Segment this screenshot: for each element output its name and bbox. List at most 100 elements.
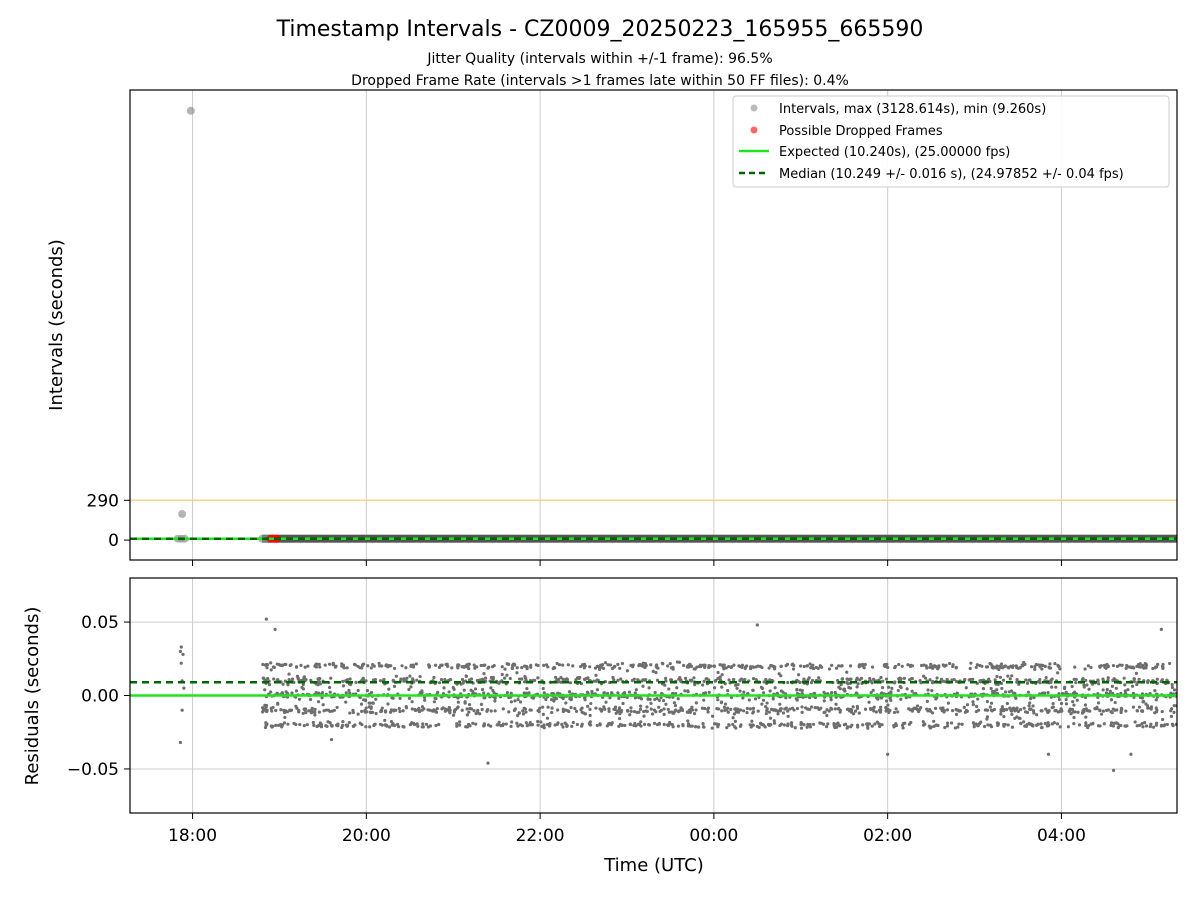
residual-point <box>522 680 527 684</box>
residual-point <box>298 722 302 727</box>
residual-point <box>313 707 317 711</box>
residual-point <box>957 722 961 726</box>
residual-point <box>821 722 826 726</box>
interval-point <box>178 510 187 519</box>
residual-point <box>838 710 842 714</box>
residual-point <box>530 723 534 727</box>
residual-point <box>631 665 635 669</box>
residual-point <box>265 709 269 714</box>
residual-point <box>784 696 788 700</box>
residual-point <box>467 667 471 671</box>
residual-point <box>868 676 872 681</box>
residual-point <box>516 713 520 718</box>
residual-point <box>830 663 834 668</box>
residual-point <box>971 702 975 707</box>
residual-point <box>874 710 878 714</box>
residual-point <box>910 664 915 668</box>
residual-point <box>1083 667 1087 671</box>
residual-point <box>1028 701 1032 705</box>
residual-point <box>760 686 765 691</box>
residual-point <box>320 696 324 700</box>
residual-point <box>390 723 394 727</box>
residual-point <box>802 664 806 669</box>
residual-point <box>409 685 413 689</box>
residual-point <box>619 710 623 714</box>
residual-point <box>354 680 358 684</box>
residual-point <box>644 677 648 682</box>
residual-point <box>1003 722 1007 726</box>
residual-point <box>640 679 644 683</box>
residual-point <box>815 706 820 710</box>
residual-point <box>668 662 672 666</box>
residual-point <box>666 664 670 668</box>
residual-point <box>604 700 608 704</box>
residual-point <box>392 684 397 688</box>
residual-point <box>1025 710 1030 715</box>
residual-point <box>915 704 920 708</box>
residual-point <box>1137 677 1141 681</box>
residual-point <box>467 678 472 682</box>
residual-point <box>907 678 912 682</box>
residual-point <box>621 701 625 706</box>
residual-point <box>647 686 651 690</box>
residual-point <box>545 716 550 720</box>
residual-point <box>1085 708 1089 713</box>
residual-point <box>292 680 296 685</box>
residual-point <box>1039 709 1043 713</box>
residual-point <box>1106 676 1110 680</box>
residual-point <box>781 711 786 715</box>
residual-point <box>308 697 313 702</box>
residual-point <box>301 711 305 716</box>
residual-point <box>392 666 397 671</box>
residual-point <box>603 661 608 665</box>
residual-point <box>918 678 922 683</box>
residual-point <box>371 663 375 667</box>
residual-point <box>862 666 866 670</box>
residual-point <box>450 666 454 670</box>
residual-point <box>745 664 749 668</box>
residual-point <box>356 712 360 716</box>
residual-point <box>1064 690 1068 694</box>
residual-point <box>456 700 460 704</box>
residual-point <box>1084 721 1088 725</box>
residual-point <box>945 708 950 712</box>
residual-point <box>934 723 938 727</box>
residual-point <box>518 700 523 704</box>
residual-point <box>734 683 738 687</box>
residual-point <box>829 706 833 710</box>
residual-point <box>1115 664 1120 669</box>
residual-point <box>538 706 542 710</box>
residual-point <box>1159 627 1163 632</box>
interval-point <box>186 106 195 115</box>
residual-point <box>770 707 774 711</box>
residual-point <box>778 723 782 728</box>
residual-point <box>557 663 562 667</box>
residual-point <box>360 722 364 727</box>
legend-frame <box>732 95 1170 188</box>
residual-point <box>761 698 766 702</box>
residual-point <box>512 708 516 713</box>
residual-point <box>976 708 981 712</box>
residual-point <box>587 721 591 726</box>
residual-point <box>386 702 390 706</box>
residual-point <box>597 667 602 672</box>
residual-point <box>493 696 497 700</box>
residual-point <box>789 721 794 725</box>
residual-point <box>389 719 394 724</box>
residual-point <box>414 662 418 666</box>
residual-point <box>800 710 804 714</box>
residual-point <box>573 706 577 711</box>
residual-point <box>1052 721 1056 725</box>
residual-point <box>1111 663 1116 668</box>
residual-point <box>634 724 638 728</box>
residual-point <box>902 676 906 680</box>
residual-point <box>561 725 565 729</box>
residual-point <box>808 662 812 666</box>
residual-point <box>649 663 653 667</box>
residual-point <box>367 705 371 709</box>
residual-point <box>894 722 898 726</box>
residual-point <box>849 707 853 712</box>
residual-point <box>723 702 728 706</box>
residual-point <box>369 666 373 670</box>
residual-point <box>686 724 690 728</box>
